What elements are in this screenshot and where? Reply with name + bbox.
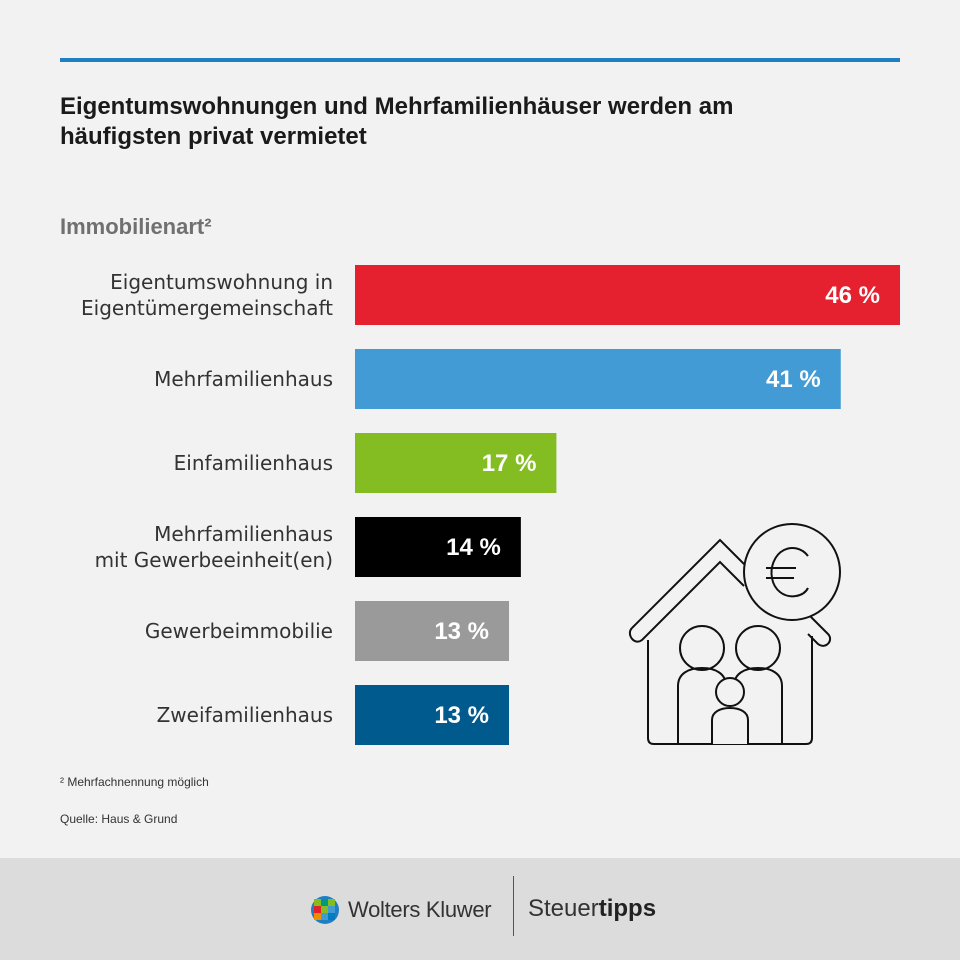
bar-value-label: 14 % [446, 534, 501, 561]
category-label: Mehrfamilienhaus [154, 522, 333, 546]
chart-title: Eigentumswohnungen und Mehrfamilienhäuse… [60, 93, 734, 150]
footnote: ² Mehrfachnennung möglich [60, 775, 209, 789]
bar-2 [355, 349, 841, 409]
category-label: Eigentümergemeinschaft [81, 296, 333, 320]
category-label: mit Gewerbeeinheit(en) [95, 548, 333, 572]
bar-value-label: 13 % [434, 618, 489, 645]
brand-block[interactable]: Wolters Kluwer [310, 895, 492, 925]
bar-value-label: 41 % [766, 366, 821, 393]
axis-heading: Immobilienart² [60, 214, 212, 239]
top-accent-rule [60, 58, 900, 62]
category-label: Eigentumswohnung in [110, 270, 333, 294]
bar-value-label: 13 % [434, 702, 489, 729]
product-name[interactable]: Steuertipps [528, 895, 656, 923]
brand-name: Wolters Kluwer [348, 897, 492, 922]
bar-6 [355, 685, 510, 745]
category-label: Zweifamilienhaus [157, 703, 333, 727]
bar-4 [355, 517, 521, 577]
bar-5 [355, 601, 510, 661]
bar-chart: 46 % Eigentumswohnung inEigentümergemeins… [81, 265, 900, 745]
bar-3 [355, 433, 557, 493]
product-suffix: tipps [598, 895, 657, 922]
house-family-euro-icon [628, 523, 841, 745]
bar-1 [355, 265, 900, 325]
product-prefix: Steuer [528, 895, 599, 922]
footer-bar [0, 858, 960, 960]
wolters-kluwer-logo-icon [311, 896, 339, 924]
category-label: Einfamilienhaus [174, 451, 333, 475]
category-label: Mehrfamilienhaus [154, 367, 333, 391]
source-note: Quelle: Haus & Grund [60, 812, 178, 826]
brand-divider [513, 876, 514, 936]
category-label: Gewerbeimmobilie [145, 619, 333, 643]
bar-value-label: 17 % [482, 450, 537, 477]
bar-value-label: 46 % [825, 282, 880, 309]
